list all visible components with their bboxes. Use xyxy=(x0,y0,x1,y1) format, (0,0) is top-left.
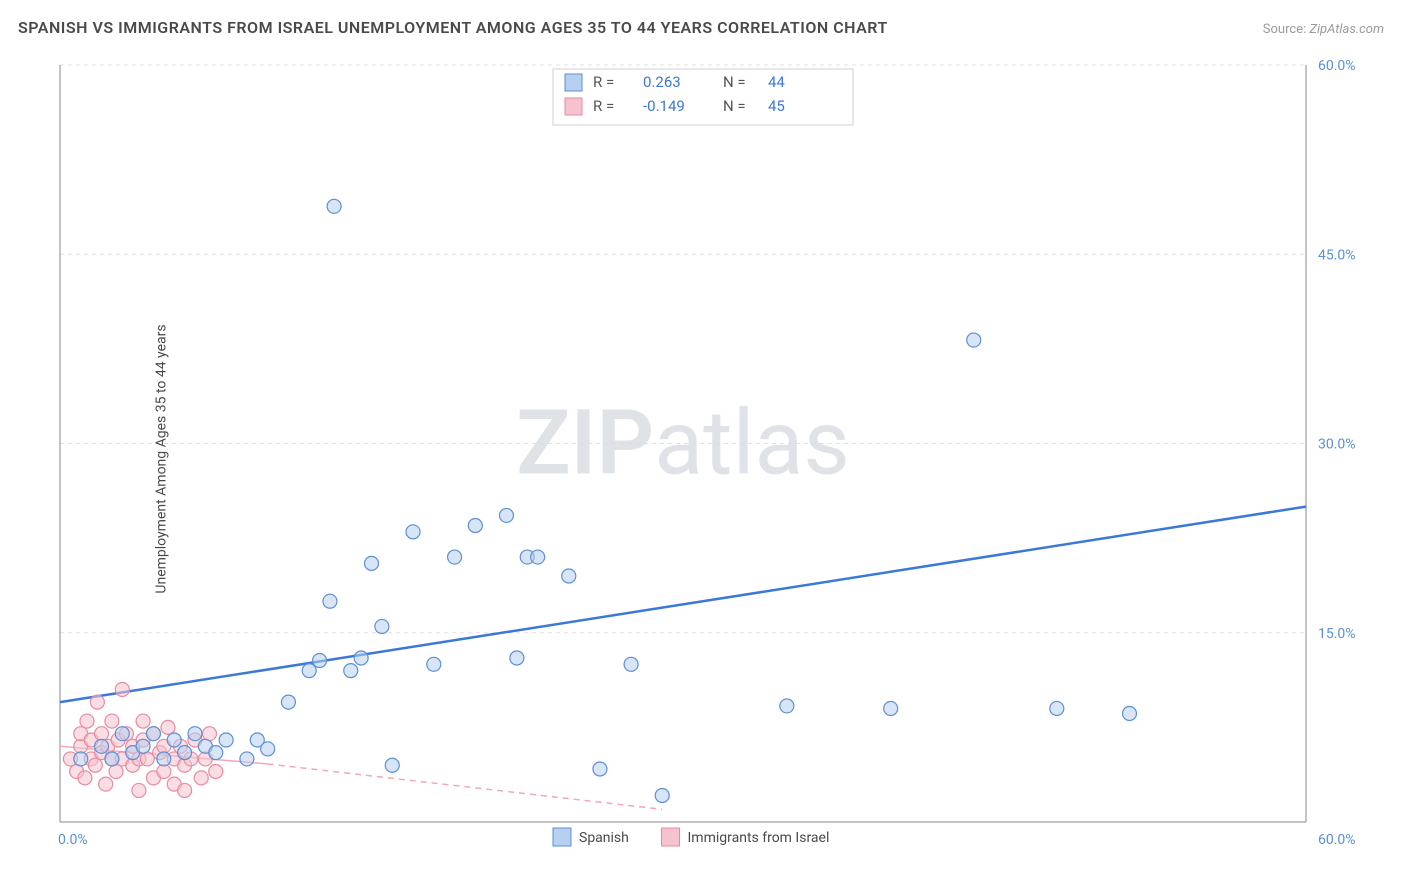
trendline-spanish xyxy=(60,507,1306,703)
legend-swatch xyxy=(565,74,582,91)
data-point xyxy=(109,765,123,779)
data-point xyxy=(240,752,254,766)
data-point xyxy=(74,752,88,766)
data-point xyxy=(562,569,576,583)
data-point xyxy=(140,752,154,766)
data-point xyxy=(219,733,233,747)
data-point xyxy=(327,199,341,213)
y-axis-label: Unemployment Among Ages 35 to 44 years xyxy=(154,324,170,593)
data-point xyxy=(88,758,102,772)
data-point xyxy=(468,519,482,533)
data-point xyxy=(406,525,420,539)
data-point xyxy=(209,746,223,760)
data-point xyxy=(655,789,669,803)
stats-r-value: 0.263 xyxy=(643,73,681,91)
legend-swatch xyxy=(662,828,680,846)
data-point xyxy=(375,619,389,633)
stats-n-label: N = xyxy=(723,73,746,91)
stats-n-value: 45 xyxy=(768,97,785,115)
data-point xyxy=(105,752,119,766)
data-point xyxy=(531,550,545,564)
chart-svg: ZIPatlas 15.0% 30.0% 45.0% 60.0% 0.0% 60.0% R =… xyxy=(50,55,1386,862)
source-value: ZipAtlas.com xyxy=(1309,22,1384,37)
data-point xyxy=(510,651,524,665)
legend-swatch xyxy=(553,828,571,846)
data-point xyxy=(167,733,181,747)
stats-r-label: R = xyxy=(593,97,614,115)
data-point xyxy=(281,695,295,709)
data-point xyxy=(115,727,129,741)
data-point xyxy=(344,664,358,678)
y-tick-label: 60.0% xyxy=(1318,58,1356,74)
data-point xyxy=(365,556,379,570)
data-point xyxy=(884,701,898,715)
data-point xyxy=(157,752,171,766)
chart-title: SPANISH VS IMMIGRANTS FROM ISRAEL UNEMPL… xyxy=(18,18,888,37)
data-point xyxy=(105,714,119,728)
data-point xyxy=(203,727,217,741)
source-attribution: Source: ZipAtlas.com xyxy=(1263,22,1384,37)
data-point xyxy=(161,720,175,734)
data-point xyxy=(780,699,794,713)
stats-n-label: N = xyxy=(723,97,746,115)
data-point xyxy=(354,651,368,665)
data-point xyxy=(90,695,104,709)
data-point xyxy=(99,777,113,791)
chart-container: SPANISH VS IMMIGRANTS FROM ISRAEL UNEMPL… xyxy=(0,0,1406,892)
data-point xyxy=(427,657,441,671)
data-point xyxy=(593,762,607,776)
watermark: ZIPatlas xyxy=(516,391,850,496)
data-point xyxy=(80,714,94,728)
data-point xyxy=(313,654,327,668)
data-point xyxy=(194,771,208,785)
data-point xyxy=(115,683,129,697)
legend-swatch xyxy=(565,98,582,115)
legend-label: Spanish xyxy=(579,830,629,846)
data-point xyxy=(132,783,146,797)
data-point xyxy=(178,783,192,797)
data-point xyxy=(448,550,462,564)
legend-label: Immigrants from Israel xyxy=(688,830,830,846)
data-point xyxy=(209,765,223,779)
source-label: Source: xyxy=(1263,22,1306,37)
bottom-legend: Spanish Immigrants from Israel xyxy=(553,828,829,846)
data-point xyxy=(95,739,109,753)
data-point xyxy=(323,594,337,608)
data-point xyxy=(1050,701,1064,715)
data-point xyxy=(499,508,513,522)
y-tick-label: 30.0% xyxy=(1318,437,1356,453)
data-point xyxy=(967,333,981,347)
data-point xyxy=(146,727,160,741)
data-point xyxy=(136,714,150,728)
x-tick-label: 0.0% xyxy=(58,832,88,848)
data-point xyxy=(1122,706,1136,720)
stats-r-value: -0.149 xyxy=(643,97,685,115)
data-point xyxy=(95,727,109,741)
data-point xyxy=(385,758,399,772)
data-point xyxy=(78,771,92,785)
data-point xyxy=(624,657,638,671)
data-point xyxy=(157,765,171,779)
data-point xyxy=(178,746,192,760)
stats-n-value: 44 xyxy=(768,73,785,91)
stats-r-label: R = xyxy=(593,73,614,91)
x-tick-label: 60.0% xyxy=(1318,832,1356,848)
y-tick-label: 45.0% xyxy=(1318,247,1356,263)
data-point xyxy=(136,739,150,753)
y-tick-label: 15.0% xyxy=(1318,626,1356,642)
chart-area: Unemployment Among Ages 35 to 44 years Z… xyxy=(50,55,1386,862)
data-point xyxy=(261,742,275,756)
data-point xyxy=(188,727,202,741)
